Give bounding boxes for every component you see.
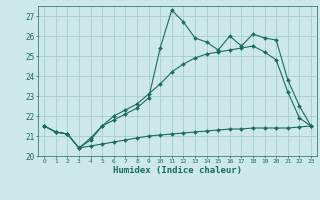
X-axis label: Humidex (Indice chaleur): Humidex (Indice chaleur) — [113, 166, 242, 175]
